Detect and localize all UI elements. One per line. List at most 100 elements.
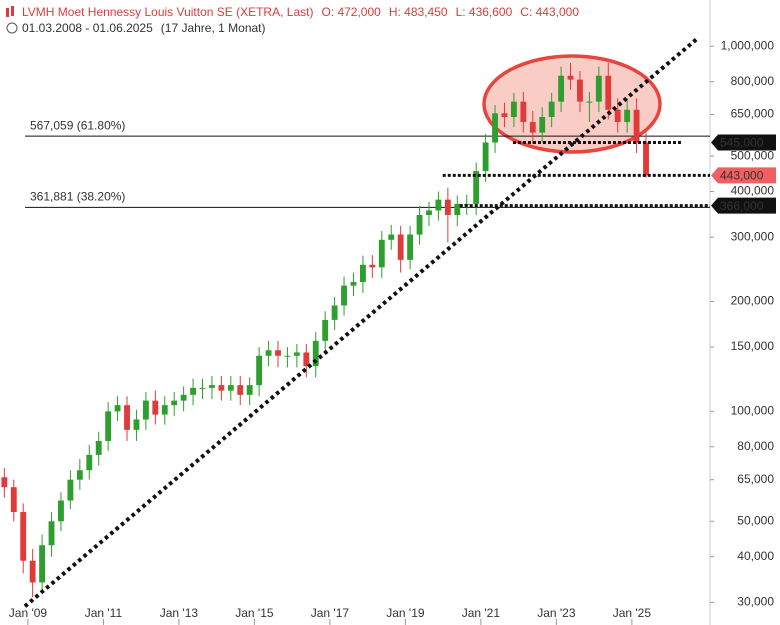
candle-body	[586, 101, 593, 103]
candle-body	[58, 500, 64, 522]
candle-body	[161, 405, 168, 415]
plot: 567,059 (61.80%) 361,881 (38.20%)	[1, 36, 710, 608]
y-tick-label: 300,000	[731, 229, 775, 243]
candle-body	[350, 282, 357, 286]
x-tick-label: Jan '25	[613, 606, 652, 620]
candle-body	[331, 305, 338, 320]
candle-body	[284, 355, 291, 357]
candle-body	[180, 394, 187, 401]
y-tick-label: 200,000	[731, 294, 775, 308]
x-tick-label: Jan '09	[9, 606, 48, 620]
icon	[11, 6, 14, 16]
candle-body	[407, 234, 414, 260]
candle-body	[218, 385, 225, 391]
candle-body	[633, 109, 640, 143]
y-tick-label: 65,000	[737, 472, 774, 486]
header-line: LVMH Moet Hennessy Louis Vuitton SE (XET…	[22, 5, 579, 19]
fib-label: 567,059 (61.80%)	[30, 118, 125, 132]
date-line: 01.03.2008 - 01.06.2025 (17 Jahre, 1 Mona…	[22, 21, 266, 35]
candle-body	[529, 122, 536, 133]
candle-body	[595, 75, 602, 102]
candle-body	[454, 203, 461, 215]
date-range: 01.03.2008 - 01.06.2025	[22, 21, 153, 35]
highlight-ellipse	[482, 54, 662, 154]
candle-body	[397, 234, 404, 260]
y-tick-label: 1,000,000	[721, 38, 775, 52]
y-tick-label: 800,000	[731, 74, 775, 88]
candle-body	[643, 142, 649, 176]
candle-body	[614, 109, 621, 123]
candle-body	[67, 479, 74, 501]
x-tick-label: Jan '11	[85, 606, 123, 620]
price-marker	[711, 197, 776, 214]
candle-body	[142, 400, 149, 420]
ohlc: O: 472,000	[321, 5, 381, 19]
candle-body	[520, 101, 527, 123]
candle-body	[95, 440, 102, 455]
title: LVMH Moet Hennessy Louis Vuitton SE (XET…	[22, 5, 313, 19]
icon	[6, 8, 9, 17]
ohlc: L: 436,600	[456, 5, 513, 19]
y-tick-label: 30,000	[737, 594, 774, 608]
candle-body	[501, 113, 508, 117]
price-marker-label: 366,000	[720, 199, 764, 213]
candle-body	[605, 75, 612, 110]
candle-body	[48, 521, 55, 546]
x-tick-label: Jan '13	[160, 606, 199, 620]
ohlc: H: 483,450	[389, 5, 448, 19]
candle-body	[227, 385, 234, 391]
price-marker-label: 443,000	[720, 169, 764, 183]
candle-body	[256, 355, 263, 386]
y-tick-label: 80,000	[737, 439, 774, 453]
y-tick-label: 150,000	[731, 339, 775, 353]
clock-icon	[6, 22, 18, 34]
candle-body	[293, 352, 300, 356]
candle-body	[199, 387, 206, 389]
candle-body	[275, 350, 281, 356]
price-marker	[711, 134, 776, 151]
candle-body	[312, 340, 319, 367]
y-tick-label: 400,000	[731, 184, 775, 198]
candle-body	[237, 385, 244, 395]
candle-body	[1, 477, 8, 488]
candle-body	[124, 405, 130, 430]
x-tick-label: Jan '15	[235, 606, 274, 620]
candle-body	[510, 101, 517, 117]
candle-body	[548, 101, 555, 117]
candle-body	[105, 411, 112, 441]
candle-body	[435, 199, 442, 211]
candle-body	[426, 210, 432, 215]
candle-body	[360, 264, 366, 283]
candle-body	[492, 113, 498, 143]
price-marker-label: 545,000	[720, 136, 764, 150]
ohlc: C: 443,000	[520, 5, 579, 19]
candle-body	[171, 400, 178, 406]
x-tick-label: Jan '19	[386, 606, 425, 620]
candle-body	[577, 79, 583, 102]
candle-body	[86, 454, 93, 471]
candle-body	[246, 385, 253, 395]
candle-body	[209, 385, 215, 388]
candle-body	[265, 350, 272, 356]
candle-body	[322, 319, 329, 341]
candle-body	[10, 487, 17, 513]
candle-body	[444, 199, 451, 215]
candle-body	[20, 512, 27, 561]
candle-body	[558, 75, 565, 102]
x-tick-label: Jan '23	[537, 606, 576, 620]
candle-body	[369, 264, 376, 268]
candle-body	[133, 419, 140, 430]
candle-body	[473, 171, 480, 204]
candle-body	[539, 116, 546, 133]
y-tick-label: 50,000	[737, 513, 774, 527]
y-tick-label: 40,000	[737, 549, 774, 563]
candle-body	[152, 400, 159, 415]
duration: (17 Jahre, 1 Monat)	[161, 21, 266, 35]
candle-body	[341, 285, 347, 306]
candle-body	[29, 560, 36, 583]
candle-body	[190, 387, 196, 395]
y-tick-label: 650,000	[731, 107, 775, 121]
candle-body	[624, 109, 631, 123]
